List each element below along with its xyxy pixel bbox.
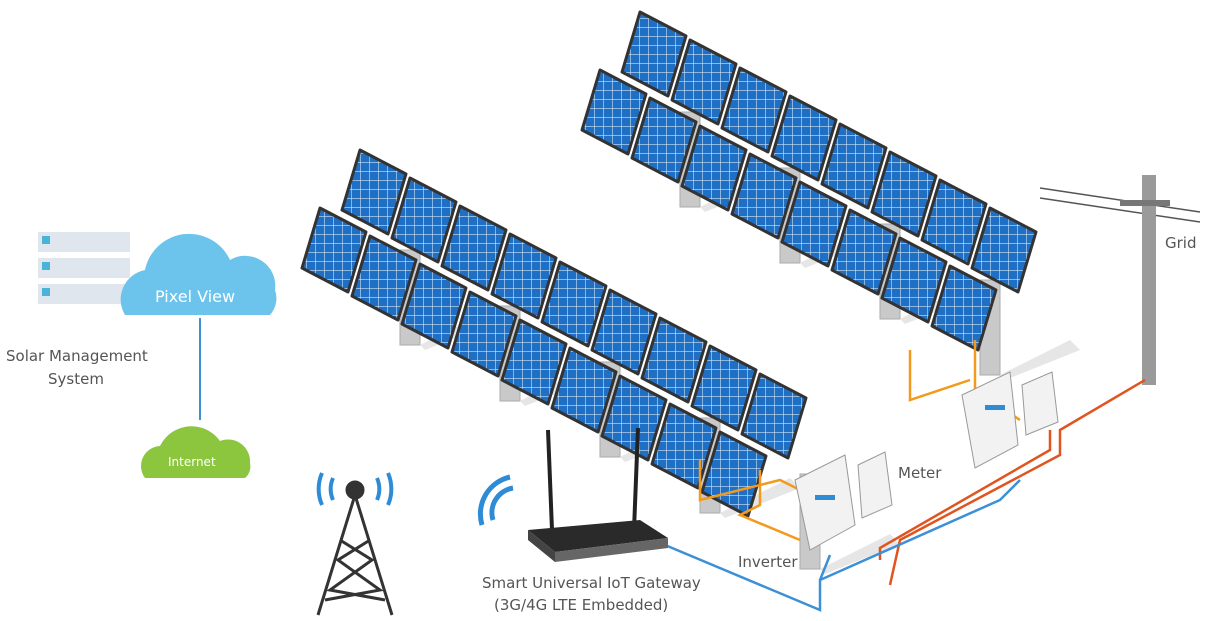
servers (38, 232, 130, 304)
shadow (820, 534, 900, 574)
inverters (795, 372, 1058, 550)
internet-label: Internet (168, 455, 216, 469)
cloud-label: Pixel View (155, 287, 235, 306)
grid-label: Grid (1165, 234, 1196, 252)
meter-label: Meter (898, 464, 942, 482)
solar-panels (302, 12, 1036, 516)
gateway-label: Smart Universal IoT Gateway (482, 574, 701, 592)
diagram: Grid Meter Inverter Smart Universal IoT … (0, 0, 1206, 621)
inverter-label: Inverter (738, 553, 798, 571)
shadow (1000, 340, 1080, 380)
cloud-internet (141, 426, 250, 478)
cell-tower (318, 473, 392, 615)
gateway-sublabel: (3G/4G LTE Embedded) (494, 596, 668, 614)
management-label-2: System (48, 370, 104, 388)
management-label: Solar Management (6, 347, 148, 365)
